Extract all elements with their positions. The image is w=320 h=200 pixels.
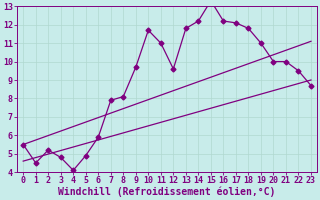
X-axis label: Windchill (Refroidissement éolien,°C): Windchill (Refroidissement éolien,°C) [58, 187, 276, 197]
